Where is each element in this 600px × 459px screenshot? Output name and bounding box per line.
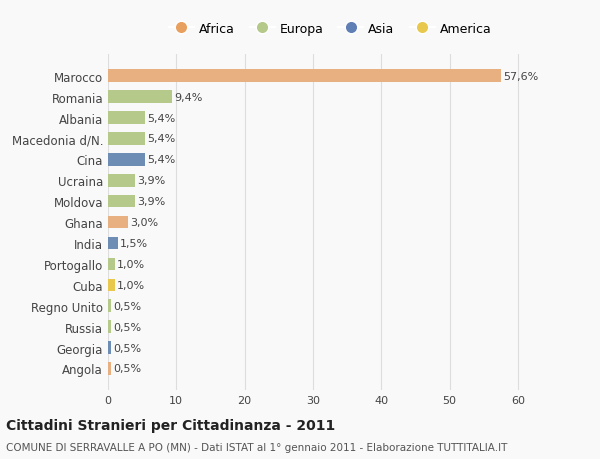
Text: 0,5%: 0,5% bbox=[113, 322, 142, 332]
Text: 1,5%: 1,5% bbox=[120, 239, 148, 248]
Bar bbox=[108, 154, 145, 166]
Bar bbox=[108, 112, 145, 124]
Bar bbox=[108, 341, 112, 354]
Bar bbox=[108, 363, 112, 375]
Text: 5,4%: 5,4% bbox=[147, 134, 175, 144]
Legend: Africa, Europa, Asia, America: Africa, Europa, Asia, America bbox=[164, 18, 496, 41]
Bar bbox=[108, 216, 128, 229]
Text: 3,9%: 3,9% bbox=[137, 197, 165, 207]
Bar bbox=[108, 196, 134, 208]
Text: COMUNE DI SERRAVALLE A PO (MN) - Dati ISTAT al 1° gennaio 2011 - Elaborazione TU: COMUNE DI SERRAVALLE A PO (MN) - Dati IS… bbox=[6, 442, 508, 452]
Text: 3,9%: 3,9% bbox=[137, 176, 165, 186]
Bar bbox=[108, 237, 118, 250]
Text: 1,0%: 1,0% bbox=[117, 280, 145, 290]
Text: Cittadini Stranieri per Cittadinanza - 2011: Cittadini Stranieri per Cittadinanza - 2… bbox=[6, 418, 335, 432]
Text: 57,6%: 57,6% bbox=[503, 72, 539, 82]
Text: 5,4%: 5,4% bbox=[147, 113, 175, 123]
Text: 1,0%: 1,0% bbox=[117, 259, 145, 269]
Bar bbox=[108, 300, 112, 312]
Text: 5,4%: 5,4% bbox=[147, 155, 175, 165]
Bar bbox=[108, 258, 115, 271]
Bar bbox=[108, 279, 115, 291]
Bar bbox=[108, 321, 112, 333]
Text: 9,4%: 9,4% bbox=[174, 92, 203, 102]
Text: 0,5%: 0,5% bbox=[113, 364, 142, 374]
Bar bbox=[108, 70, 502, 83]
Bar bbox=[108, 133, 145, 146]
Bar bbox=[108, 174, 134, 187]
Text: 3,0%: 3,0% bbox=[131, 218, 158, 228]
Bar bbox=[108, 91, 172, 104]
Text: 0,5%: 0,5% bbox=[113, 343, 142, 353]
Text: 0,5%: 0,5% bbox=[113, 301, 142, 311]
